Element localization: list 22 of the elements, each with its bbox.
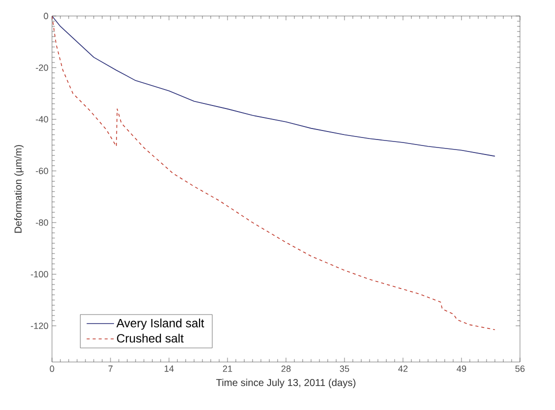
line-series [52, 16, 496, 157]
x-tick-label: 0 [50, 366, 54, 372]
x-tick-label: 49 [456, 366, 466, 372]
y-tick-label: -100 [30, 271, 48, 278]
x-tick-label: 35 [340, 366, 350, 372]
legend-label: Crushed salt [117, 334, 184, 343]
y-axis-title: Deformation (µm/m) [14, 145, 24, 233]
y-tick-label: 0 [44, 12, 48, 20]
y-tick-label: -40 [36, 116, 48, 122]
line-series [52, 16, 496, 330]
y-tick-label: -120 [30, 322, 48, 330]
x-tick-label: 14 [164, 366, 174, 372]
y-tick-label: -60 [36, 168, 48, 174]
x-tick-label: 7 [108, 366, 113, 372]
y-tick-label: -20 [36, 64, 48, 71]
x-tick-label: 56 [515, 366, 525, 372]
x-tick-label: 21 [222, 366, 232, 372]
x-tick-label: 42 [398, 366, 408, 372]
x-axis-title: Time since July 13, 2011 (days) [216, 378, 356, 388]
legend-label: Avery Island salt [116, 318, 204, 330]
x-tick-label: 28 [281, 366, 291, 372]
y-tick-label: -80 [36, 219, 48, 226]
